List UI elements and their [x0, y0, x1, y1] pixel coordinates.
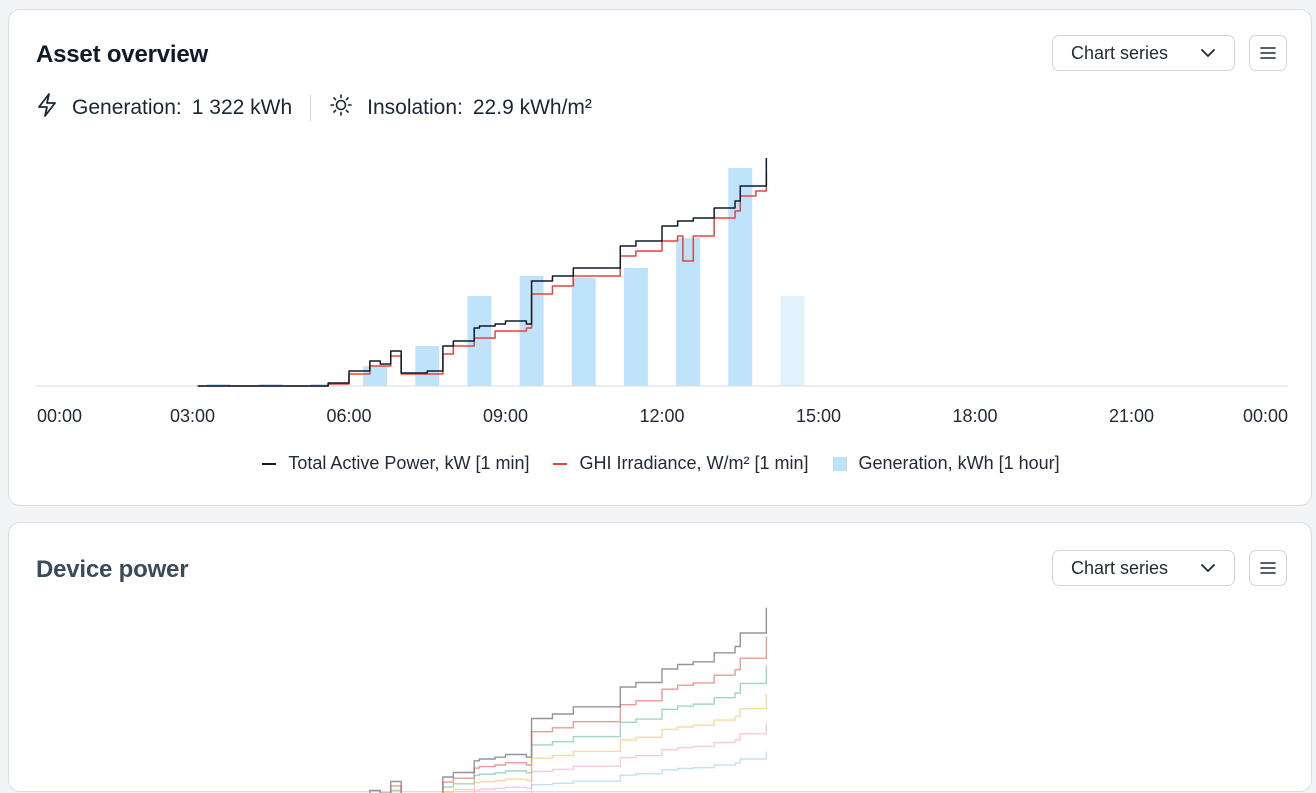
device-power-line[interactable] [198, 693, 768, 793]
x-tick-label: 03:00 [170, 406, 215, 426]
legend-item-generation[interactable]: Generation, kWh [1 hour] [832, 453, 1060, 474]
stats-divider [310, 95, 312, 121]
asset-overview-chart: 00:00 03:00 06:00 09:00 12:00 15:00 18:00 21:00… [36, 158, 1288, 426]
x-tick-label: 09:00 [483, 406, 528, 426]
device-power-line[interactable] [198, 722, 768, 793]
chart-menu-button[interactable] [1249, 550, 1287, 586]
asset-overview-title: Asset overview [36, 41, 208, 68]
generation-bar[interactable] [363, 366, 388, 386]
generation-value: 1 322 kWh [191, 96, 293, 119]
x-tick-label: 00:00 [1243, 406, 1288, 426]
x-tick-label: 18:00 [952, 406, 997, 426]
generation-bar[interactable] [623, 268, 648, 386]
x-tick-label: 00:00 [37, 406, 82, 426]
device-power-line[interactable] [198, 751, 768, 793]
generation-bar[interactable] [415, 346, 440, 386]
generation-bar[interactable] [676, 238, 701, 386]
chart-series-label: Chart series [1071, 557, 1169, 578]
legend-item-total-active-power[interactable]: Total Active Power, kW [1 min] [262, 453, 529, 474]
hamburger-icon [1260, 47, 1276, 59]
device-power-line[interactable] [198, 636, 768, 793]
generation-bar[interactable] [258, 384, 283, 386]
device-power-chart [198, 607, 768, 793]
hamburger-icon [1260, 562, 1276, 574]
sun-icon [329, 93, 353, 123]
legend-item-ghi-irradiance[interactable]: GHI Irradiance, W/m² [1 min] [553, 453, 809, 474]
device-power-line[interactable] [198, 607, 768, 793]
chart-series-label: Chart series [1071, 42, 1169, 63]
generation-bar[interactable] [571, 278, 596, 386]
x-tick-label: 06:00 [326, 406, 371, 426]
total-active-power-line[interactable] [197, 158, 768, 387]
device-power-line[interactable] [198, 665, 768, 793]
legend-line-swatch [262, 462, 277, 465]
generation-bar[interactable] [310, 384, 335, 386]
x-tick-label: 21:00 [1109, 406, 1154, 426]
x-tick-label: 15:00 [796, 406, 841, 426]
insolation-value: 22.9 kWh/m² [472, 96, 592, 119]
lightning-icon [36, 92, 58, 124]
insolation-label: Insolation: [367, 96, 463, 119]
chart-menu-button[interactable] [1249, 35, 1287, 71]
generation-bar[interactable] [206, 384, 231, 386]
chart-legend: Total Active Power, kW [1 min] GHI Irrad… [9, 453, 1313, 474]
chart-series-dropdown[interactable]: Chart series [1052, 35, 1235, 71]
device-power-card: Device power Chart series [8, 522, 1312, 793]
legend-line-swatch [553, 462, 568, 465]
x-tick-label: 12:00 [639, 406, 684, 426]
generation-label: Generation: [72, 96, 182, 119]
summary-stats: Generation: 1 322 kWh Insolation: 22.9 k… [36, 92, 592, 124]
device-power-title: Device power [36, 556, 189, 583]
legend-label: Generation, kWh [1 hour] [858, 453, 1060, 473]
asset-overview-card: Asset overview Chart series Generation: … [8, 9, 1312, 506]
generation-bar[interactable] [780, 296, 805, 386]
chevron-down-icon [1200, 45, 1216, 66]
legend-label: Total Active Power, kW [1 min] [288, 453, 530, 473]
chart-series-dropdown[interactable]: Chart series [1052, 550, 1235, 586]
legend-bar-swatch [832, 456, 847, 471]
chevron-down-icon [1200, 560, 1216, 581]
legend-label: GHI Irradiance, W/m² [1 min] [579, 453, 809, 473]
